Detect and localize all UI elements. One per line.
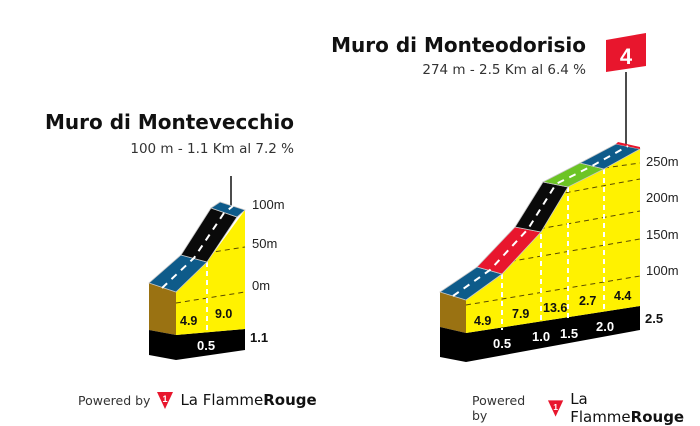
climb-stats-monteodorisio: 274 m - 2.5 Km al 6.4 % xyxy=(422,62,586,78)
climb-stats-montevecchio: 100 m - 1.1 Km al 7.2 % xyxy=(130,141,294,157)
gradient-label: 2.7 xyxy=(579,294,596,308)
gradient-label: 7.9 xyxy=(512,307,529,321)
front-face xyxy=(176,210,245,335)
profile-monteodorisio: 4 250m 200m 150m 100m 4.9 7.9 xyxy=(439,33,679,362)
front-face xyxy=(466,147,640,333)
gradient-label: 13.6 xyxy=(543,301,567,315)
altitude-label: 250m xyxy=(646,154,679,169)
km-end-label: 2.5 xyxy=(645,311,663,326)
gradient-label: 9.0 xyxy=(215,307,232,321)
svg-text:1: 1 xyxy=(163,394,168,404)
gradient-label: 4.9 xyxy=(474,314,491,328)
category-flag xyxy=(606,33,646,72)
km-label: 1.0 xyxy=(532,329,550,344)
km-end-label: 1.1 xyxy=(250,330,268,345)
brand-name: La FlammeRouge xyxy=(180,391,317,409)
km-label: 0.5 xyxy=(197,338,215,353)
km-label: 2.0 xyxy=(596,319,614,334)
flamme-rouge-logo-icon: 1 xyxy=(548,400,564,417)
climb-title-monteodorisio: Muro di Monteodorisio xyxy=(331,33,586,57)
altitude-label: 100m xyxy=(252,197,285,212)
km-label: 0.5 xyxy=(493,336,511,351)
svg-text:1: 1 xyxy=(553,402,558,412)
distance-base xyxy=(440,306,640,362)
powered-by-right: Powered by 1 La FlammeRouge xyxy=(472,390,700,426)
altitude-label: 200m xyxy=(646,190,679,205)
profile-montevecchio: 100m 50m 0m 4.9 9.0 0.5 1.1 xyxy=(148,176,285,360)
gradient-label: 4.4 xyxy=(614,289,631,303)
brand-name: La FlammeRouge xyxy=(570,390,685,426)
powered-by-left: Powered by 1 La FlammeRouge xyxy=(78,390,317,410)
altitude-label: 100m xyxy=(646,263,679,278)
altitude-label: 150m xyxy=(646,227,679,242)
category-number: 4 xyxy=(620,44,633,69)
flamme-rouge-logo-icon: 1 xyxy=(157,392,174,409)
side-face xyxy=(149,283,176,335)
climb-title-montevecchio: Muro di Montevecchio xyxy=(45,110,294,134)
powered-by-label: Powered by xyxy=(472,393,526,423)
side-face xyxy=(440,292,466,333)
altitude-label: 50m xyxy=(252,236,277,251)
km-label: 1.5 xyxy=(560,326,578,341)
profiles-canvas: 100m 50m 0m 4.9 9.0 0.5 1.1 4 xyxy=(148,33,679,362)
powered-by-label: Powered by xyxy=(78,392,151,408)
altitude-label: 0m xyxy=(252,278,270,293)
road-segment-3 xyxy=(210,201,246,218)
summit-marker xyxy=(616,142,640,149)
distance-base xyxy=(149,329,245,360)
gradient-label: 4.9 xyxy=(180,314,197,328)
